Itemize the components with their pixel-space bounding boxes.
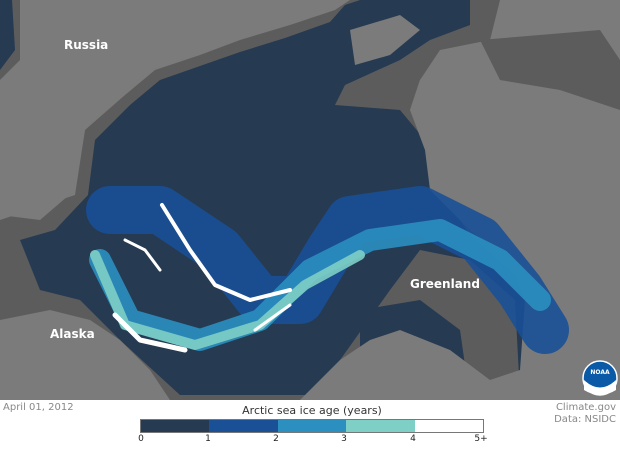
legend-title: Arctic sea ice age (years) xyxy=(242,404,382,417)
credits: Climate.gov Data: NSIDC xyxy=(554,402,616,426)
russia-land xyxy=(0,0,340,220)
legend-tick: 5+ xyxy=(474,434,488,444)
legend-swatch-3-4 xyxy=(346,420,415,432)
credit-data: Data: NSIDC xyxy=(554,414,616,425)
sea-ice-age-bands xyxy=(86,186,569,354)
legend-swatch-1-2 xyxy=(209,420,278,432)
legend-tick: 3 xyxy=(341,434,347,444)
legend-tick: 0 xyxy=(138,434,144,444)
noaa-logo: NOAA xyxy=(582,360,618,396)
ice-band-5plus-yr-a xyxy=(112,312,188,353)
footer: April 01, 2012 Climate.gov Data: NSIDC A… xyxy=(0,400,620,450)
label-russia: Russia xyxy=(64,38,109,52)
credit-source: Climate.gov xyxy=(555,402,616,413)
date-label: April 01, 2012 xyxy=(3,402,74,413)
ice-band-5plus-yr-c xyxy=(123,238,162,272)
sea-ice-map: NOAA xyxy=(0,0,620,400)
svg-text:NOAA: NOAA xyxy=(590,369,610,376)
ice-band-5plus-yr-d xyxy=(253,303,292,332)
legend-swatch-0-1 xyxy=(141,420,210,432)
alaska-land xyxy=(0,310,170,400)
svalbard xyxy=(350,15,420,65)
legend-swatch-4-5 xyxy=(414,420,484,432)
legend-colorbar xyxy=(140,419,484,433)
ice-band-5plus-yr-b xyxy=(160,203,292,302)
label-greenland: Greenland xyxy=(410,277,480,291)
legend-tick: 4 xyxy=(410,434,416,444)
legend-tick: 1 xyxy=(205,434,211,444)
legend-tick: 2 xyxy=(273,434,279,444)
ice-band-3-4yr xyxy=(90,250,365,350)
legend-swatch-2-3 xyxy=(277,420,347,432)
ice-band-2-3yr xyxy=(89,219,551,351)
label-alaska: Alaska xyxy=(50,327,95,341)
